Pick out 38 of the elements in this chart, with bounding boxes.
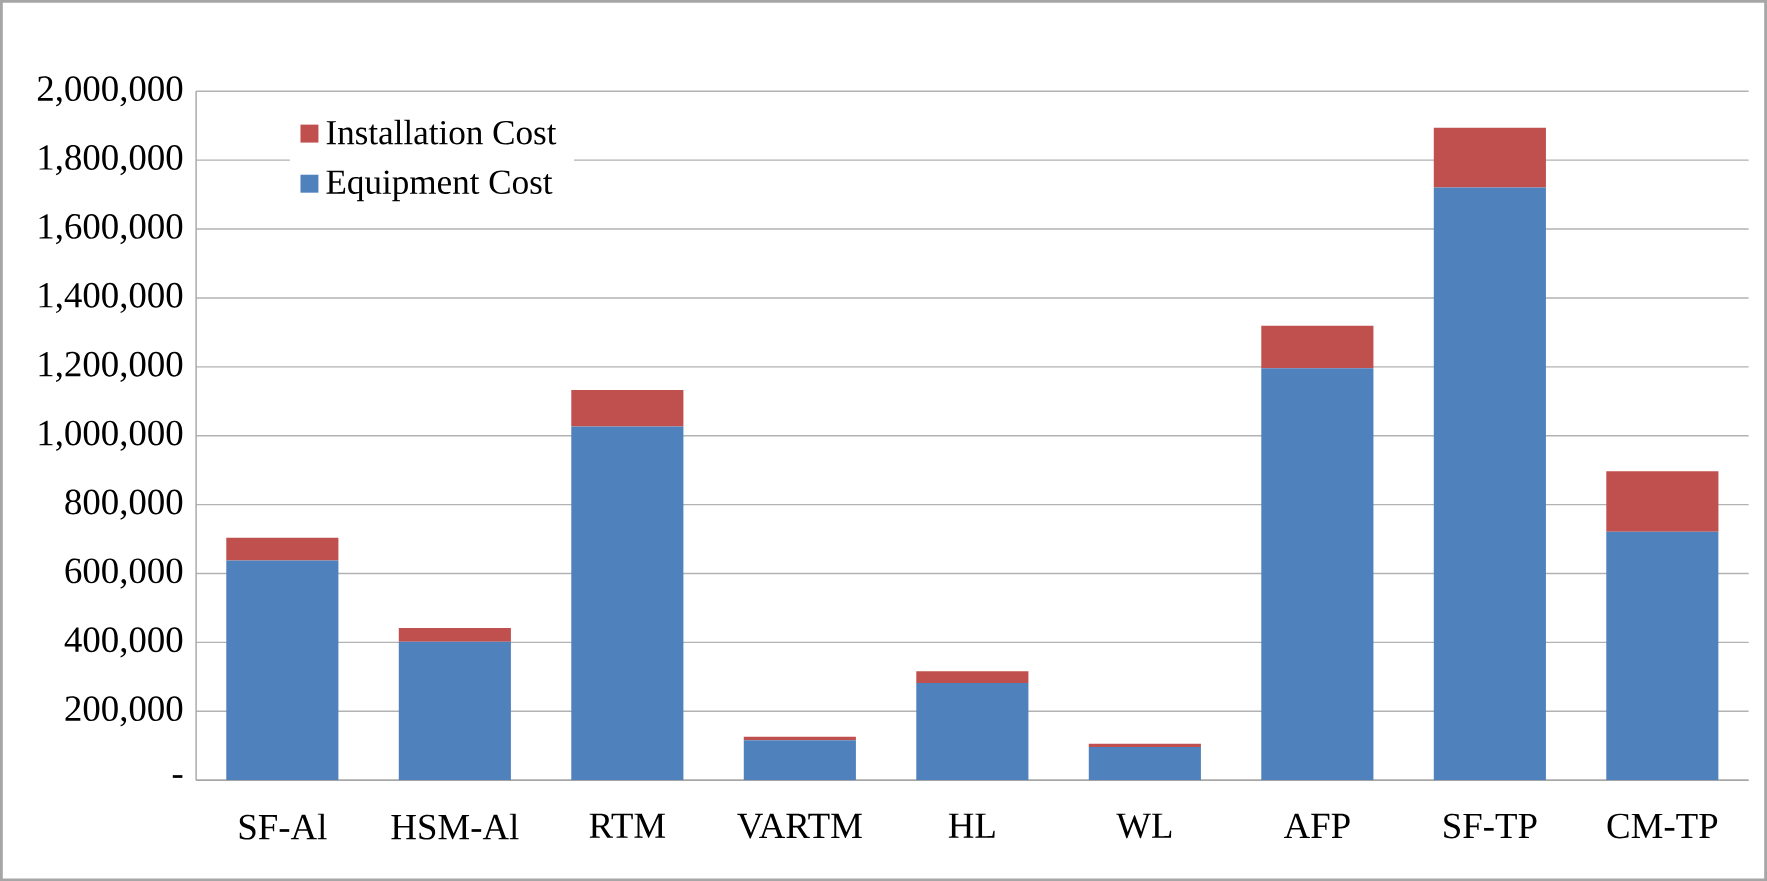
y-tick-label: 200,000 — [65, 696, 183, 727]
bar — [916, 682, 1029, 780]
y-tick-label: 2,000,000 — [37, 75, 183, 107]
bar — [398, 627, 511, 642]
bar — [1088, 746, 1201, 780]
x-tick-label: AFP — [1283, 813, 1350, 838]
x-tick-label: SF-Al — [239, 813, 327, 840]
bar — [1433, 187, 1546, 780]
bar — [916, 671, 1029, 683]
x-tick-label: VARTM — [737, 813, 862, 839]
bar — [226, 560, 339, 780]
legend-label: Equipment Cost — [326, 170, 553, 201]
bar — [398, 641, 511, 780]
bar — [571, 426, 684, 780]
y-tick-label: 1,200,000 — [39, 351, 183, 382]
x-tick-label: CM-TP — [1607, 813, 1718, 839]
y-tick-label: 1,800,000 — [39, 144, 183, 176]
y-tick-label: 400,000 — [64, 627, 183, 658]
x-tick-label: HL — [948, 813, 995, 838]
y-tick-label: 1,600,000 — [39, 213, 183, 244]
bar — [571, 389, 684, 427]
bar — [1433, 127, 1546, 188]
y-tick-label: 1,400,000 — [39, 282, 183, 313]
bar — [1261, 368, 1374, 780]
x-tick-label: WL — [1116, 813, 1172, 839]
x-tick-label: RTM — [589, 813, 666, 838]
y-tick-label: 800,000 — [65, 489, 183, 520]
bar — [1261, 325, 1374, 369]
bar — [1606, 531, 1719, 780]
legend-label: Installation Cost — [326, 119, 557, 145]
y-tick-label: 600,000 — [65, 558, 183, 589]
y-tick-label: - — [172, 774, 183, 778]
y-tick-label: 1,000,000 — [39, 420, 183, 451]
x-tick-label: HSM-Al — [391, 813, 519, 840]
bar — [743, 740, 856, 780]
x-tick-label: SF-TP — [1444, 813, 1537, 839]
bar — [1606, 471, 1719, 532]
bar — [226, 537, 339, 561]
